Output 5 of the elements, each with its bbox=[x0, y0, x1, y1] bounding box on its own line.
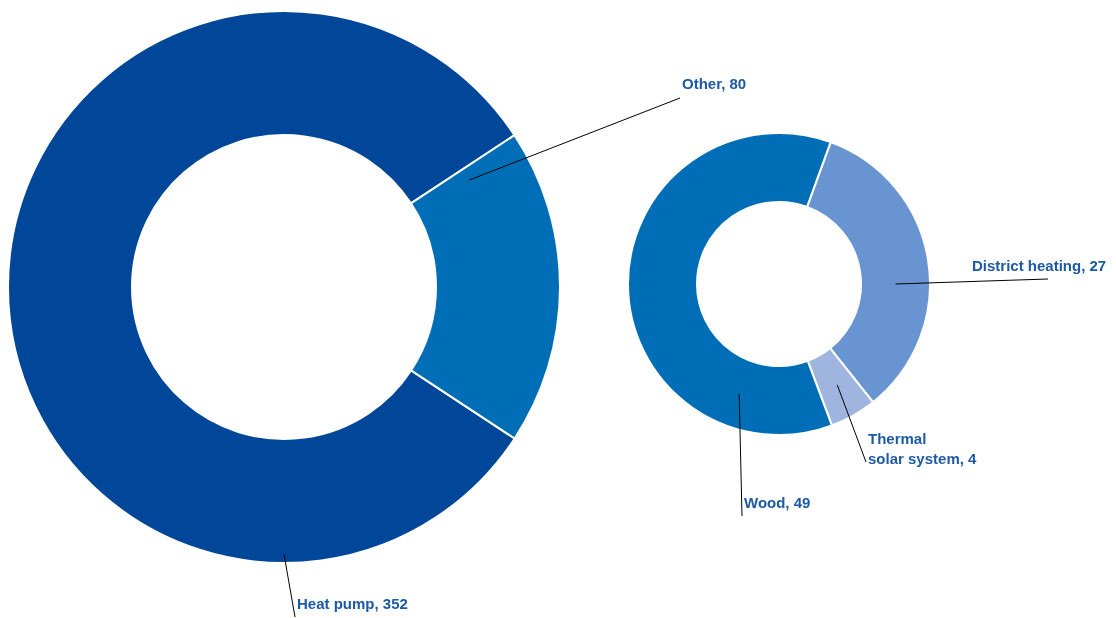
slice-label: District heating, 27 bbox=[972, 257, 1107, 274]
slice-label: Heat pump, 352 bbox=[297, 595, 408, 612]
slice-label: Thermal solar system, 4 bbox=[868, 430, 978, 467]
slice-label: Other, 80 bbox=[682, 75, 747, 92]
slice-label: Wood, 49 bbox=[744, 494, 811, 511]
